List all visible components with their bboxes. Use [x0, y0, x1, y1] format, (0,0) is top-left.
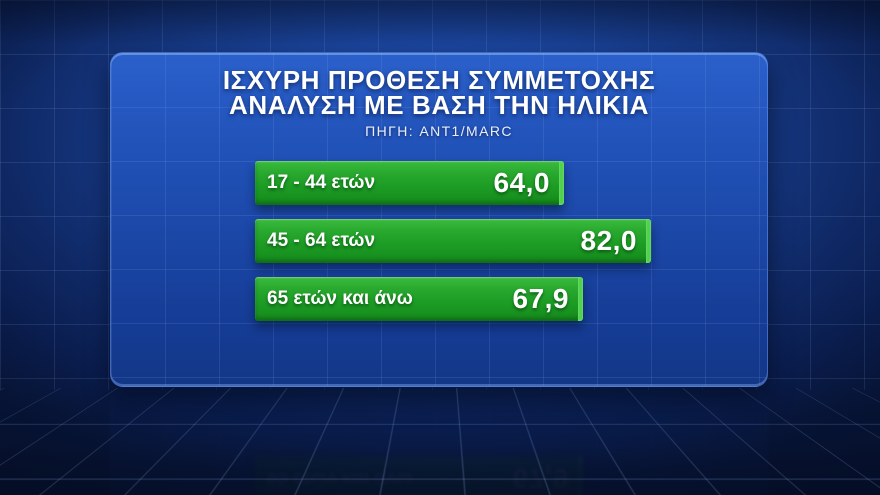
bar-age-17-44: 17 - 44 ετών 64,0: [255, 161, 564, 205]
bar-chart: 17 - 44 ετών 64,0 45 - 64 ετών 82,0 65 ε…: [255, 161, 651, 321]
bar-category-label: 65 ετών και άνω: [267, 288, 413, 309]
chart-panel: ΙΣΧΥΡΗ ΠΡΟΘΕΣΗ ΣΥΜΜΕΤΟΧΗΣ ΑΝΑΛΥΣΗ ΜΕ ΒΑΣ…: [110, 52, 768, 387]
chart-subtitle: ΑΝΑΛΥΣΗ ΜΕ ΒΑΣΗ ΤΗΝ ΗΛΙΚΙΑ: [228, 90, 649, 120]
bar-age-65-plus: 65 ετών και άνω 67,9: [255, 277, 583, 321]
bar-value-label: 67,9: [512, 283, 569, 314]
bar-category-label: 45 - 64 ετών: [267, 230, 376, 251]
bar-value-label: 64,0: [493, 167, 550, 198]
chart-source: ΠΗΓΗ: ANT1/MARC: [365, 123, 513, 139]
bar-age-45-64: 45 - 64 ετών 82,0: [255, 219, 651, 263]
bar-category-label: 17 - 44 ετών: [267, 172, 376, 193]
bar-value-label: 82,0: [580, 225, 637, 256]
background-floor: [0, 388, 880, 495]
chart-header: ΙΣΧΥΡΗ ΠΡΟΘΕΣΗ ΣΥΜΜΕΤΟΧΗΣ ΑΝΑΛΥΣΗ ΜΕ ΒΑΣ…: [111, 53, 767, 139]
